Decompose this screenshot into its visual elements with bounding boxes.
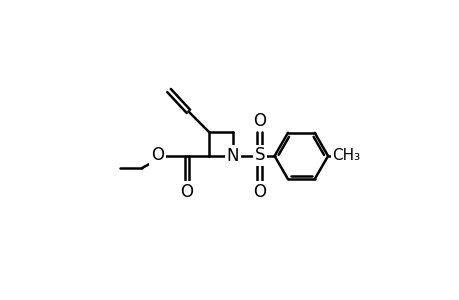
Text: N: N [226, 147, 239, 165]
Text: CH₃: CH₃ [332, 148, 360, 164]
Text: O: O [180, 183, 193, 201]
Text: O: O [252, 183, 266, 201]
Text: S: S [254, 146, 264, 164]
Text: O: O [151, 146, 164, 164]
Text: O: O [252, 112, 266, 130]
